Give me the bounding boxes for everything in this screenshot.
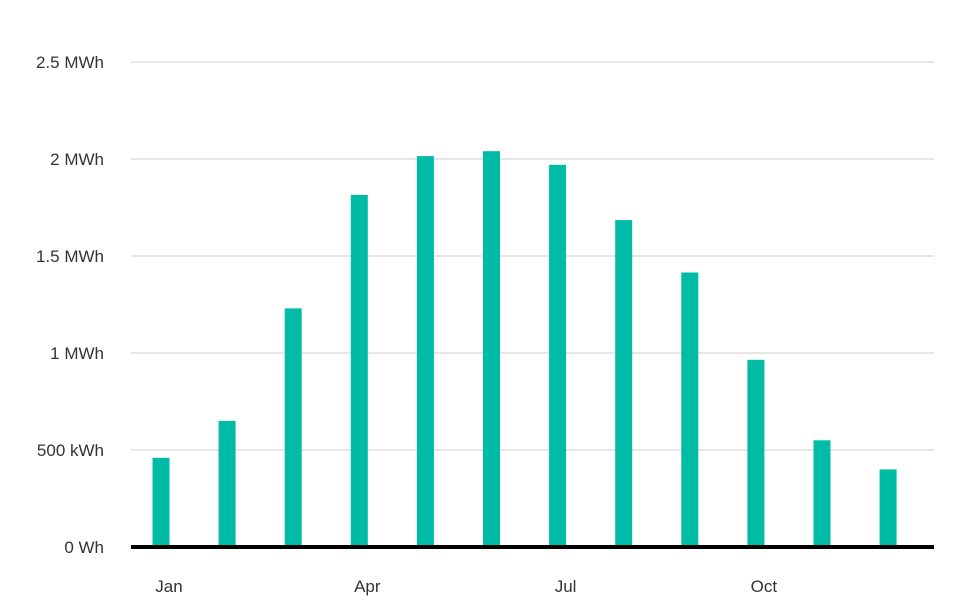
gridlines	[131, 61, 934, 451]
y-tick-label: 0 Wh	[64, 538, 104, 557]
y-tick-label: 1.5 MWh	[36, 247, 104, 266]
bar-mar	[284, 308, 302, 547]
bar-feb	[218, 420, 236, 547]
bar-apr	[350, 194, 368, 547]
x-tick-label: Jan	[155, 577, 182, 596]
bar-aug	[615, 220, 633, 547]
bar-jan	[152, 457, 170, 547]
bar-dec	[879, 469, 897, 547]
bar-oct	[747, 359, 765, 547]
x-tick-label: Apr	[354, 577, 381, 596]
y-tick-label: 1 MWh	[50, 344, 104, 363]
x-axis-tick-labels: Jan Apr Jul Oct	[155, 577, 777, 596]
x-tick-label: Jul	[555, 577, 577, 596]
x-tick-label: Oct	[751, 577, 778, 596]
y-tick-label: 500 kWh	[37, 441, 104, 460]
bar-may	[416, 156, 434, 547]
bar-nov	[813, 440, 831, 547]
bar-jul	[549, 164, 567, 548]
bars	[152, 151, 897, 548]
bar-jun	[483, 151, 500, 547]
y-tick-label: 2.5 MWh	[36, 53, 104, 72]
bar-sep	[681, 272, 699, 547]
y-axis-tick-labels: 0 Wh 500 kWh 1 MWh 1.5 MWh 2 MWh 2.5 MWh	[36, 53, 104, 557]
y-tick-label: 2 MWh	[50, 150, 104, 169]
